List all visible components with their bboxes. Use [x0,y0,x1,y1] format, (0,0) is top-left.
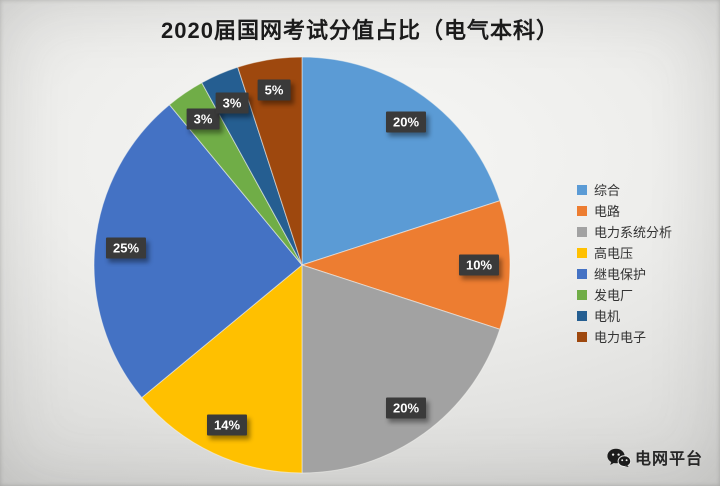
pie-data-label: 20% [385,397,427,419]
legend: 综合电路电力系统分析 高电压继电保护发电厂电机电力电子 [577,179,672,347]
chart-title: 2020届国网考试分值占比（电气本科） [161,18,559,43]
legend-swatch [577,247,587,258]
legend-swatch [577,205,587,216]
legend-swatch [577,331,587,342]
wechat-icon [607,448,631,467]
watermark-text: 电网平台 [634,451,703,468]
watermark: 电网平台 [607,445,703,469]
legend-label: 发电厂 [594,288,634,303]
pie-slice-综合 [301,56,501,266]
legend-item: 高电压 [577,242,672,263]
pie-slice-高电压 [141,263,303,474]
legend-label: 电力系统分析 [594,225,673,240]
pie-data-label: 10% [458,254,500,276]
legend-swatch [577,268,587,279]
pie-data-label: 5% [257,79,291,101]
pie-slice-电力系统分析 [301,264,501,474]
legend-item: 电力系统分析 [577,221,672,242]
pie-data-label: 3% [215,92,249,114]
legend-label: 电力电子 [594,330,647,345]
pie-data-label: 25% [105,237,147,259]
legend-swatch [577,184,587,195]
legend-item: 综合 [577,179,672,200]
legend-item: 电路 [577,200,672,221]
pie-slice-电路 [300,200,511,330]
legend-swatch [577,289,587,300]
legend-label: 电路 [594,204,621,219]
legend-label: 继电保护 [594,267,647,282]
legend-swatch [577,310,587,321]
pie-data-label: 20% [385,111,427,133]
legend-label: 高电压 [594,246,634,261]
pie-slice-电力电子 [237,56,303,266]
pie-slice-继电保护 [93,104,303,399]
pie-data-label: 14% [206,414,248,436]
legend-item: 电力电子 [577,326,672,347]
legend-item: 发电厂 [577,284,672,305]
legend-label: 电机 [594,309,621,324]
legend-label: 综合 [594,183,621,198]
pie-data-label: 3% [186,108,220,130]
legend-item: 电机 [577,305,672,326]
legend-item: 继电保护 [577,263,672,284]
legend-swatch [577,226,587,237]
